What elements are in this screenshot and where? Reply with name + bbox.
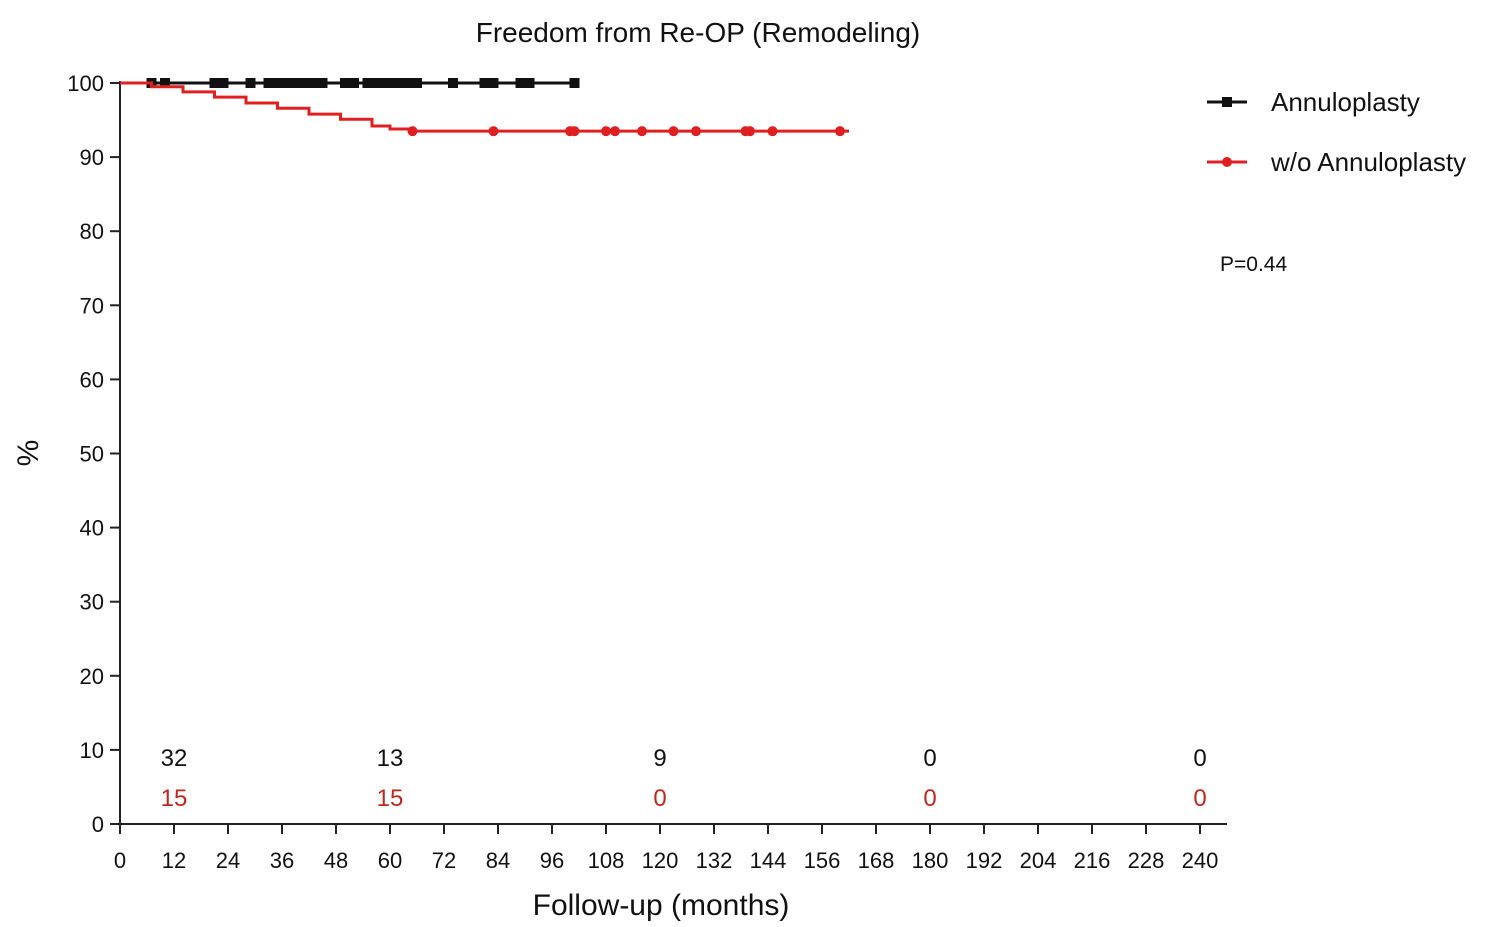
censor-mark-square <box>245 78 256 88</box>
x-tick-label: 84 <box>486 848 510 873</box>
censor-mark-square <box>290 78 301 88</box>
censor-mark-square <box>299 78 310 88</box>
censor-mark-circle <box>691 126 701 137</box>
y-tick-label: 60 <box>80 367 104 392</box>
chart-title: Freedom from Re-OP (Remodeling) <box>476 17 921 48</box>
x-tick-label: 60 <box>378 848 402 873</box>
y-tick-label: 0 <box>92 812 104 837</box>
x-tick-label: 0 <box>114 848 126 873</box>
at-risk-value: 13 <box>377 745 404 772</box>
at-risk-table: 32 13 9 0 0 15 15 0 0 0 <box>161 745 1207 812</box>
y-tick-label: 10 <box>80 738 104 763</box>
x-axis-label: Follow-up (months) <box>533 889 790 922</box>
censor-mark-square <box>209 78 220 88</box>
legend-marker-circle <box>1222 157 1232 167</box>
y-tick-label: 90 <box>80 145 104 170</box>
at-risk-value: 0 <box>923 745 936 772</box>
y-tick-label: 70 <box>80 293 104 318</box>
at-risk-value: 0 <box>653 785 666 812</box>
plot-area <box>120 78 849 137</box>
at-risk-value: 0 <box>1193 745 1206 772</box>
at-risk-value: 15 <box>377 785 404 812</box>
censor-mark-square <box>340 78 350 88</box>
censor-mark-square <box>317 78 328 88</box>
censor-mark-square <box>281 78 292 88</box>
censor-mark-square <box>160 78 170 88</box>
censor-mark-circle <box>668 126 679 137</box>
x-tick-label: 192 <box>966 848 1003 873</box>
p-value-annotation: P=0.44 <box>1220 253 1287 276</box>
x-tick-label: 120 <box>642 848 679 873</box>
censor-mark-square <box>371 78 382 88</box>
censor-mark-square <box>263 78 274 88</box>
x-tick-label: 168 <box>858 848 895 873</box>
x-tick-label: 228 <box>1128 848 1165 873</box>
at-risk-value: 32 <box>161 745 188 772</box>
censor-mark-square <box>479 78 490 88</box>
x-tick-label: 204 <box>1020 848 1057 873</box>
x-tick-label: 72 <box>432 848 456 873</box>
y-tick-label: 20 <box>80 664 104 689</box>
legend-label-2: w/o Annuloplasty <box>1270 147 1466 177</box>
at-risk-value: 0 <box>1193 785 1206 812</box>
x-tick-label: 96 <box>540 848 564 873</box>
censor-mark-circle <box>835 126 845 137</box>
censor-mark-square <box>308 78 319 88</box>
x-tick-label: 180 <box>912 848 949 873</box>
x-tick-label: 240 <box>1182 848 1219 873</box>
censor-mark-square <box>488 78 499 88</box>
x-tick-label: 108 <box>588 848 625 873</box>
x-tick-label: 216 <box>1074 848 1111 873</box>
censor-mark-circle <box>569 126 580 137</box>
censor-mark-circle <box>488 126 499 137</box>
at-risk-value: 15 <box>161 785 188 812</box>
censor-mark-circle <box>610 126 620 137</box>
legend: Annuloplasty w/o Annuloplasty <box>1207 87 1466 177</box>
censor-mark-circle <box>767 126 778 137</box>
y-tick-label: 40 <box>80 516 104 541</box>
x-tick-label: 144 <box>750 848 787 873</box>
legend-label-1: Annuloplasty <box>1271 87 1420 117</box>
y-axis-label: % <box>12 440 45 467</box>
censor-mark-square <box>448 78 458 88</box>
censor-mark-square <box>272 78 283 88</box>
censor-mark-square <box>349 78 359 88</box>
censor-mark-circle <box>601 126 611 137</box>
censor-mark-square <box>515 78 526 88</box>
legend-marker-square <box>1222 97 1232 107</box>
censor-mark-circle <box>637 126 647 137</box>
y-tick-label: 100 <box>67 71 104 96</box>
censor-mark-square <box>394 78 404 88</box>
at-risk-value: 0 <box>923 785 936 812</box>
x-tick-label: 132 <box>696 848 733 873</box>
x-tick-label: 12 <box>162 848 186 873</box>
x-tick-label: 156 <box>804 848 841 873</box>
censor-mark-circle <box>745 126 755 137</box>
y-tick-label: 80 <box>80 219 104 244</box>
x-tick-label: 48 <box>324 848 348 873</box>
censor-mark-square <box>218 78 229 88</box>
censor-mark-square <box>569 78 580 88</box>
censor-mark-square <box>385 78 395 88</box>
y-tick-label: 30 <box>80 590 104 615</box>
at-risk-value: 9 <box>653 745 666 772</box>
censor-mark-square <box>412 78 422 88</box>
censor-mark-square <box>362 78 373 88</box>
x-tick-label: 24 <box>216 848 240 873</box>
series-line-2 <box>120 81 849 133</box>
x-tick-label: 36 <box>270 848 294 873</box>
y-tick-label: 50 <box>80 442 104 467</box>
censor-mark-square <box>403 78 413 88</box>
censor-mark-square <box>524 78 535 88</box>
censor-mark-circle <box>407 126 418 137</box>
